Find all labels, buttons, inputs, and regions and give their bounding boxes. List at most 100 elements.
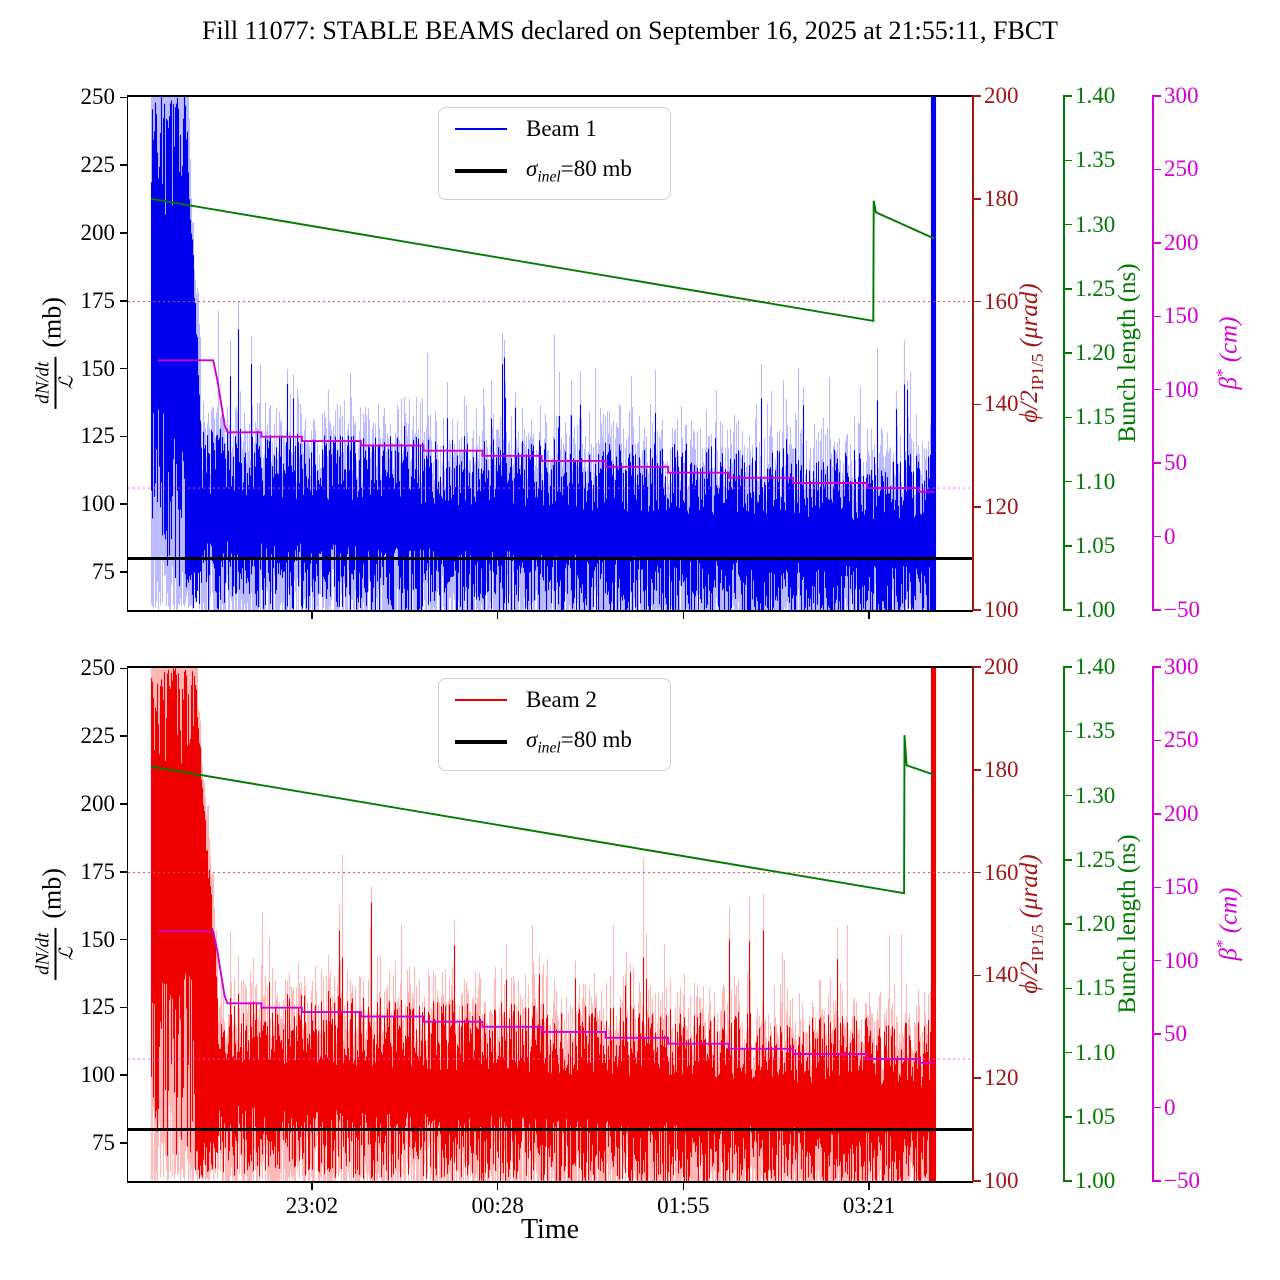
rate-tick-mark bbox=[119, 1074, 127, 1076]
legend-line-beam1 bbox=[455, 128, 507, 130]
rate-tick-label: 225 bbox=[80, 152, 116, 178]
beta-tick-label: 300 bbox=[1164, 83, 1199, 108]
beta-tick-label: 50 bbox=[1164, 1021, 1187, 1047]
beta-axis-label-bottom: β* (cm) bbox=[1212, 887, 1243, 961]
spine-left bbox=[126, 667, 128, 1181]
bunch-tick-label: 1.20 bbox=[1075, 911, 1116, 936]
rate-tick-mark bbox=[119, 871, 127, 873]
bunch-tick-label: 1.35 bbox=[1075, 718, 1116, 744]
rate-tick-label: 100 bbox=[80, 491, 116, 517]
beta-tick-mark bbox=[1153, 813, 1161, 815]
beta-tick-mark bbox=[1153, 1180, 1161, 1182]
bunch-tick-mark bbox=[1064, 95, 1072, 97]
beta-tick-mark bbox=[1153, 462, 1161, 464]
beta-tick-mark bbox=[1153, 95, 1161, 97]
legend-label-beam2: Beam 2 bbox=[526, 687, 597, 712]
beta-tick-mark bbox=[1153, 886, 1161, 889]
bunch-tick-mark bbox=[1064, 159, 1072, 161]
bunch-tick-mark bbox=[1064, 1116, 1072, 1118]
x-tick-mark bbox=[311, 611, 313, 619]
x-tick-mark bbox=[682, 611, 685, 619]
beta-tick-label: 0 bbox=[1164, 523, 1176, 549]
crossing-tick-mark bbox=[973, 769, 981, 771]
spine-top bbox=[127, 95, 973, 97]
x-axis-label: Time bbox=[520, 1214, 580, 1245]
beta-tick-mark bbox=[1153, 1106, 1161, 1109]
bunch-tick-label: 1.30 bbox=[1075, 211, 1116, 237]
beta-axis-label-top: β* (cm) bbox=[1212, 316, 1243, 390]
beta-tick-label: 0 bbox=[1164, 1094, 1176, 1120]
bunch-tick-mark bbox=[1064, 288, 1072, 290]
bunch-tick-label: 1.10 bbox=[1075, 1039, 1116, 1065]
crossing-tick-mark bbox=[973, 506, 981, 508]
crossing-tick-label: 140 bbox=[984, 962, 1019, 988]
beta-tick-label: 100 bbox=[1164, 376, 1199, 402]
bunch-tick-label: 1.20 bbox=[1075, 340, 1116, 365]
bunch-tick-mark bbox=[1064, 859, 1072, 861]
crossing-tick-mark bbox=[973, 198, 981, 200]
legend-row-sigma: σinel=80 mb bbox=[439, 156, 670, 186]
bunch-tick-mark bbox=[1064, 223, 1072, 226]
beta-tick-label: 250 bbox=[1164, 156, 1199, 182]
beta-tick-label: −50 bbox=[1164, 1168, 1200, 1193]
crossing-tick-mark bbox=[973, 1180, 981, 1182]
series-path bbox=[150, 735, 935, 895]
rate-fraction: dN/dt ℒ bbox=[32, 356, 78, 409]
crossing-axis-label-bottom: ϕ/2IP1/5 (μrad) bbox=[1016, 854, 1047, 994]
beta-tick-mark bbox=[1153, 388, 1161, 391]
bunch-tick-label: 1.00 bbox=[1075, 1168, 1116, 1193]
rate-tick-label: 100 bbox=[80, 1062, 116, 1088]
bunch-tick-label: 1.10 bbox=[1075, 468, 1116, 494]
beta-tick-mark bbox=[1153, 535, 1161, 538]
plot-area-bottom bbox=[128, 667, 972, 1181]
rate-tick-mark bbox=[119, 300, 127, 302]
crossing-tick-mark bbox=[973, 974, 981, 977]
legend-line-beam2 bbox=[455, 699, 507, 701]
legend-label-sigma2: σinel=80 mb bbox=[526, 726, 632, 757]
rate-tick-label: 125 bbox=[80, 423, 116, 449]
spine-right-crossing bbox=[972, 666, 974, 1182]
rate-tick-mark bbox=[119, 571, 127, 573]
series-path bbox=[150, 96, 937, 610]
bunch-tick-mark bbox=[1064, 1180, 1072, 1182]
rate-tick-mark bbox=[119, 938, 127, 941]
crossing-tick-label: 100 bbox=[984, 1168, 1019, 1193]
bunch-tick-label: 1.30 bbox=[1075, 782, 1116, 808]
rate-tick-label: 250 bbox=[80, 84, 116, 110]
x-tick-mark bbox=[868, 1182, 870, 1190]
spine-beta bbox=[1152, 666, 1154, 1182]
legend-beam2: Beam 2 σinel=80 mb bbox=[438, 678, 671, 771]
rate-tick-mark bbox=[119, 1006, 127, 1009]
bunch-tick-label: 1.25 bbox=[1075, 846, 1116, 872]
rate-fraction2: dN/dt ℒ bbox=[32, 927, 78, 980]
crossing-tick-label: 160 bbox=[984, 859, 1019, 885]
crossing-tick-mark bbox=[973, 1077, 981, 1079]
bunch-tick-mark bbox=[1064, 352, 1072, 354]
beta-tick-mark bbox=[1153, 739, 1161, 742]
spine-bunch bbox=[1063, 95, 1065, 611]
x-tick-mark bbox=[868, 611, 870, 619]
rate-tick-mark bbox=[119, 667, 127, 670]
legend-row-sigma2: σinel=80 mb bbox=[439, 727, 670, 757]
rate-tick-label: 200 bbox=[80, 790, 116, 816]
rate-axis-label-top: dN/dt ℒ (mb) bbox=[32, 297, 78, 409]
bunch-tick-mark bbox=[1064, 794, 1072, 797]
rate-tick-mark bbox=[119, 96, 127, 99]
x-tick-mark bbox=[682, 1182, 685, 1190]
beta-tick-label: 200 bbox=[1164, 229, 1199, 255]
crossing-tick-label: 200 bbox=[984, 654, 1019, 679]
bunch-tick-mark bbox=[1064, 730, 1072, 732]
bunch-axis-label-top: Bunch length (ns) bbox=[1114, 263, 1141, 443]
plot-title: Fill 11077: STABLE BEAMS declared on Sep… bbox=[201, 16, 1059, 45]
x-tick-mark bbox=[496, 611, 499, 619]
beta-tick-mark bbox=[1153, 959, 1161, 962]
beta-tick-label: 50 bbox=[1164, 450, 1187, 476]
x-tick-label: 03:21 bbox=[842, 1193, 896, 1218]
legend-row-beam2: Beam 2 bbox=[439, 685, 670, 715]
bunch-tick-label: 1.05 bbox=[1075, 1103, 1116, 1129]
rate-tick-mark bbox=[119, 803, 127, 805]
beta-tick-label: 300 bbox=[1164, 654, 1199, 679]
crossing-tick-label: 180 bbox=[984, 185, 1019, 211]
beta-tick-mark bbox=[1153, 609, 1161, 611]
